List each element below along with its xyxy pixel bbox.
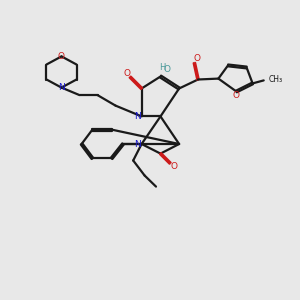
Text: H: H	[159, 63, 165, 72]
Text: O: O	[163, 65, 170, 74]
Text: O: O	[193, 54, 200, 63]
Text: N: N	[134, 140, 141, 149]
Text: O: O	[58, 52, 65, 61]
Text: O: O	[233, 91, 240, 100]
Text: N: N	[58, 83, 65, 92]
Text: O: O	[170, 162, 177, 171]
Text: O: O	[123, 69, 130, 78]
Text: CH₃: CH₃	[268, 75, 282, 84]
Text: N: N	[134, 112, 141, 121]
